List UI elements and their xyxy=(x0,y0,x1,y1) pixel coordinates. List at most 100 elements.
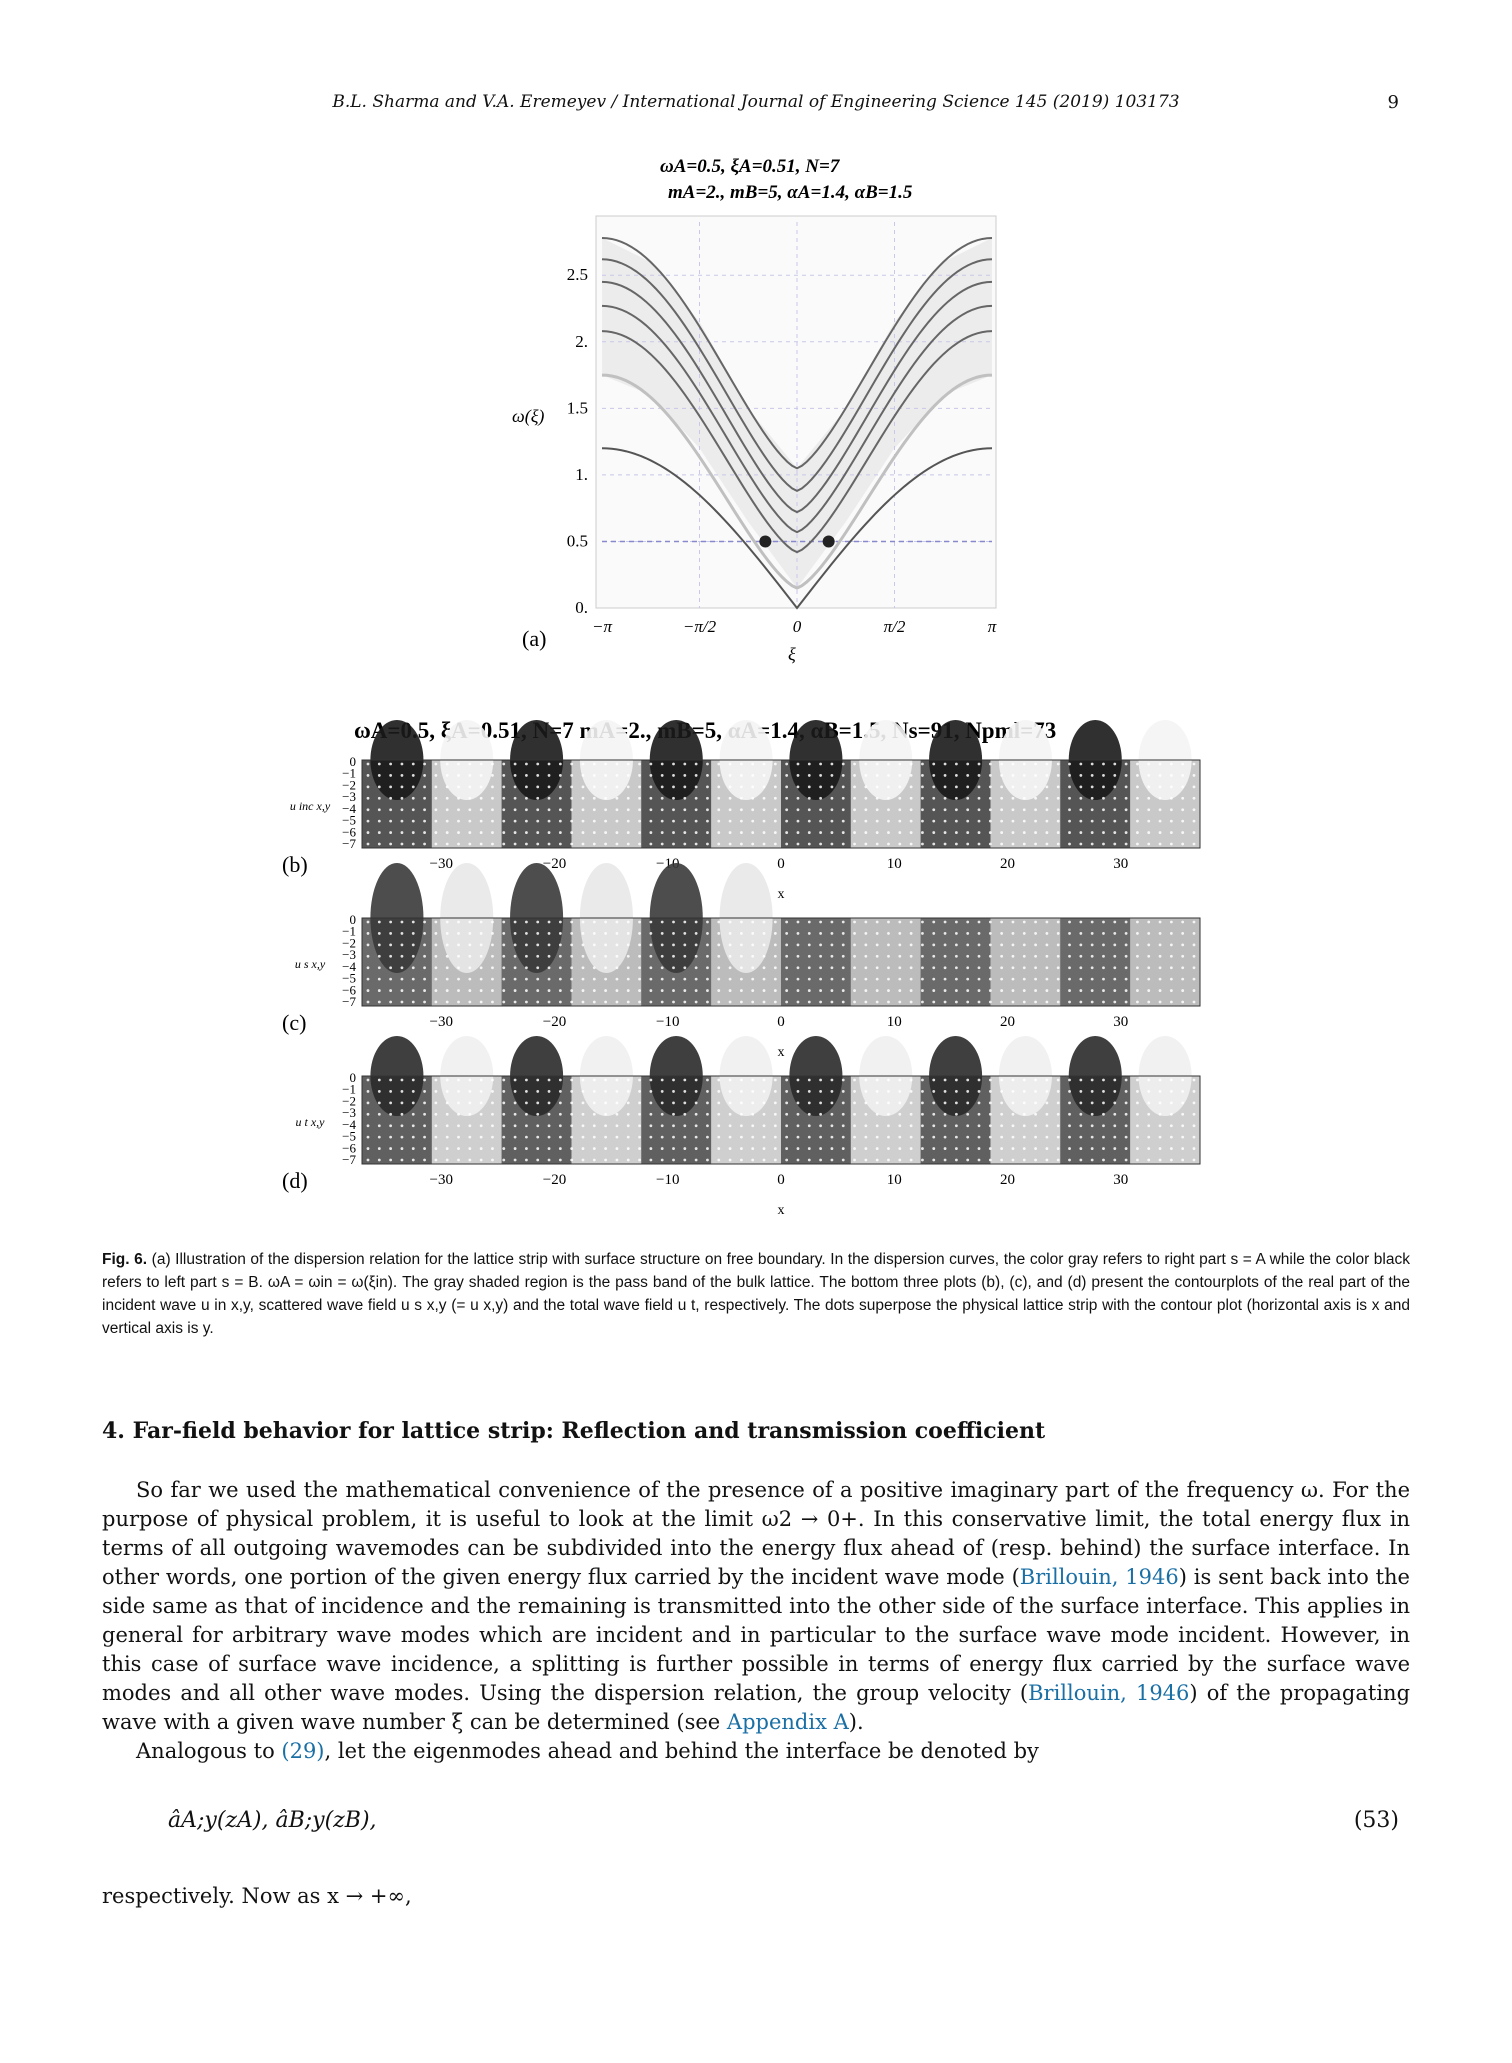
lattice-dot xyxy=(807,1078,811,1082)
lattice-dot xyxy=(491,1147,494,1150)
lattice-dot xyxy=(479,785,483,789)
lattice-dot xyxy=(457,1147,460,1150)
lattice-dot xyxy=(1056,1078,1060,1082)
lattice-dot xyxy=(921,1101,924,1105)
lattice-dot xyxy=(1158,932,1162,935)
strip-ytick: −6 xyxy=(342,982,356,997)
lattice-dot xyxy=(751,819,755,823)
lattice-dot xyxy=(502,1101,506,1105)
lattice-dot xyxy=(1158,1000,1162,1004)
lattice-dot xyxy=(547,966,551,970)
lattice-dot xyxy=(739,966,743,970)
lattice-dot xyxy=(1011,1000,1015,1004)
lattice-dot xyxy=(921,762,924,766)
lattice-dot xyxy=(592,966,596,970)
equation-29-link[interactable]: (29) xyxy=(281,1739,325,1763)
lattice-dot xyxy=(932,1147,936,1150)
lattice-dot xyxy=(683,808,687,812)
lattice-dot xyxy=(807,1158,811,1162)
lattice-dot xyxy=(739,785,743,789)
lattice-dot xyxy=(400,1147,404,1150)
lattice-dot xyxy=(491,943,494,947)
lattice-dot xyxy=(1192,943,1196,947)
lattice-dot xyxy=(819,1135,823,1139)
lattice-dot xyxy=(604,1112,608,1116)
lattice-dot xyxy=(1011,1090,1015,1093)
lattice-dot xyxy=(491,989,494,992)
lattice-dot xyxy=(773,943,777,947)
lattice-dot xyxy=(638,977,641,981)
lattice-dot xyxy=(1169,1158,1173,1162)
lattice-dot xyxy=(592,920,596,924)
lattice-dot xyxy=(1158,1101,1162,1105)
lattice-dot xyxy=(434,966,438,970)
lattice-dot xyxy=(830,989,834,992)
lattice-dot xyxy=(411,842,415,846)
lattice-dot xyxy=(932,1078,936,1082)
lattice-dot xyxy=(1147,989,1151,992)
lattice-dot xyxy=(1000,1147,1004,1150)
strip-ytick: −5 xyxy=(342,1129,356,1144)
lattice-dot xyxy=(615,1158,619,1162)
lattice-dot xyxy=(1192,842,1196,846)
lattice-dot xyxy=(423,920,426,924)
lattice-dot xyxy=(1056,1112,1060,1116)
lattice-dot xyxy=(377,932,381,935)
lattice-dot xyxy=(943,785,947,789)
lattice-dot xyxy=(434,989,438,992)
lattice-dot xyxy=(423,1090,426,1093)
lattice-dot xyxy=(988,774,992,777)
citation-link-brillouin-1[interactable]: Brillouin, 1946 xyxy=(1019,1565,1179,1589)
lattice-dot xyxy=(581,1090,585,1093)
lattice-dot xyxy=(1068,1000,1071,1004)
lattice-dot xyxy=(604,932,608,935)
lattice-dot xyxy=(491,1101,494,1105)
lattice-dot xyxy=(728,774,732,777)
lattice-dot xyxy=(1068,796,1071,800)
lattice-dot xyxy=(739,977,743,981)
lattice-dot xyxy=(1158,1147,1162,1150)
lattice-dot xyxy=(547,943,551,947)
lattice-dot xyxy=(377,1147,381,1150)
citation-link-brillouin-2[interactable]: Brillouin, 1946 xyxy=(1028,1681,1190,1705)
lattice-dot xyxy=(638,842,641,846)
lattice-dot xyxy=(1079,796,1083,800)
lattice-dot xyxy=(434,842,438,846)
lattice-dot xyxy=(638,819,641,823)
lattice-dot xyxy=(1079,1135,1083,1139)
lattice-dot xyxy=(389,966,393,970)
lattice-dot xyxy=(1045,1135,1049,1139)
lattice-dot xyxy=(377,1078,381,1082)
lattice-dot xyxy=(694,954,698,958)
lattice-dot xyxy=(887,989,890,992)
lattice-dot xyxy=(785,842,789,846)
lattice-dot xyxy=(898,1101,902,1105)
lattice-dot xyxy=(672,1135,675,1139)
lattice-dot xyxy=(1090,989,1094,992)
lattice-dot xyxy=(943,1078,947,1082)
lattice-dot xyxy=(909,954,913,958)
lattice-dot xyxy=(819,1101,823,1105)
strip-xtick: 10 xyxy=(887,856,902,872)
lattice-dot xyxy=(864,1158,868,1162)
lattice-dot xyxy=(547,1112,551,1116)
lattice-dot xyxy=(1011,785,1015,789)
lattice-dot xyxy=(547,1078,551,1082)
lattice-dot xyxy=(1136,932,1139,935)
lattice-dot xyxy=(683,943,687,947)
lattice-dot xyxy=(706,1090,709,1093)
lattice-dot xyxy=(1124,1158,1128,1162)
lattice-dot xyxy=(887,774,890,777)
lattice-dot xyxy=(977,842,981,846)
lattice-dot xyxy=(932,943,936,947)
lattice-dot xyxy=(1192,1078,1196,1082)
appendix-a-link[interactable]: Appendix A xyxy=(726,1710,849,1734)
lattice-dot xyxy=(841,989,845,992)
lattice-dot xyxy=(615,1135,619,1139)
lattice-dot xyxy=(1034,1147,1037,1150)
lattice-dot xyxy=(1181,785,1185,789)
lattice-dot xyxy=(875,1078,879,1082)
lattice-dot xyxy=(706,1158,709,1162)
lattice-dot xyxy=(887,1101,890,1105)
lattice-dot xyxy=(1034,1135,1037,1139)
